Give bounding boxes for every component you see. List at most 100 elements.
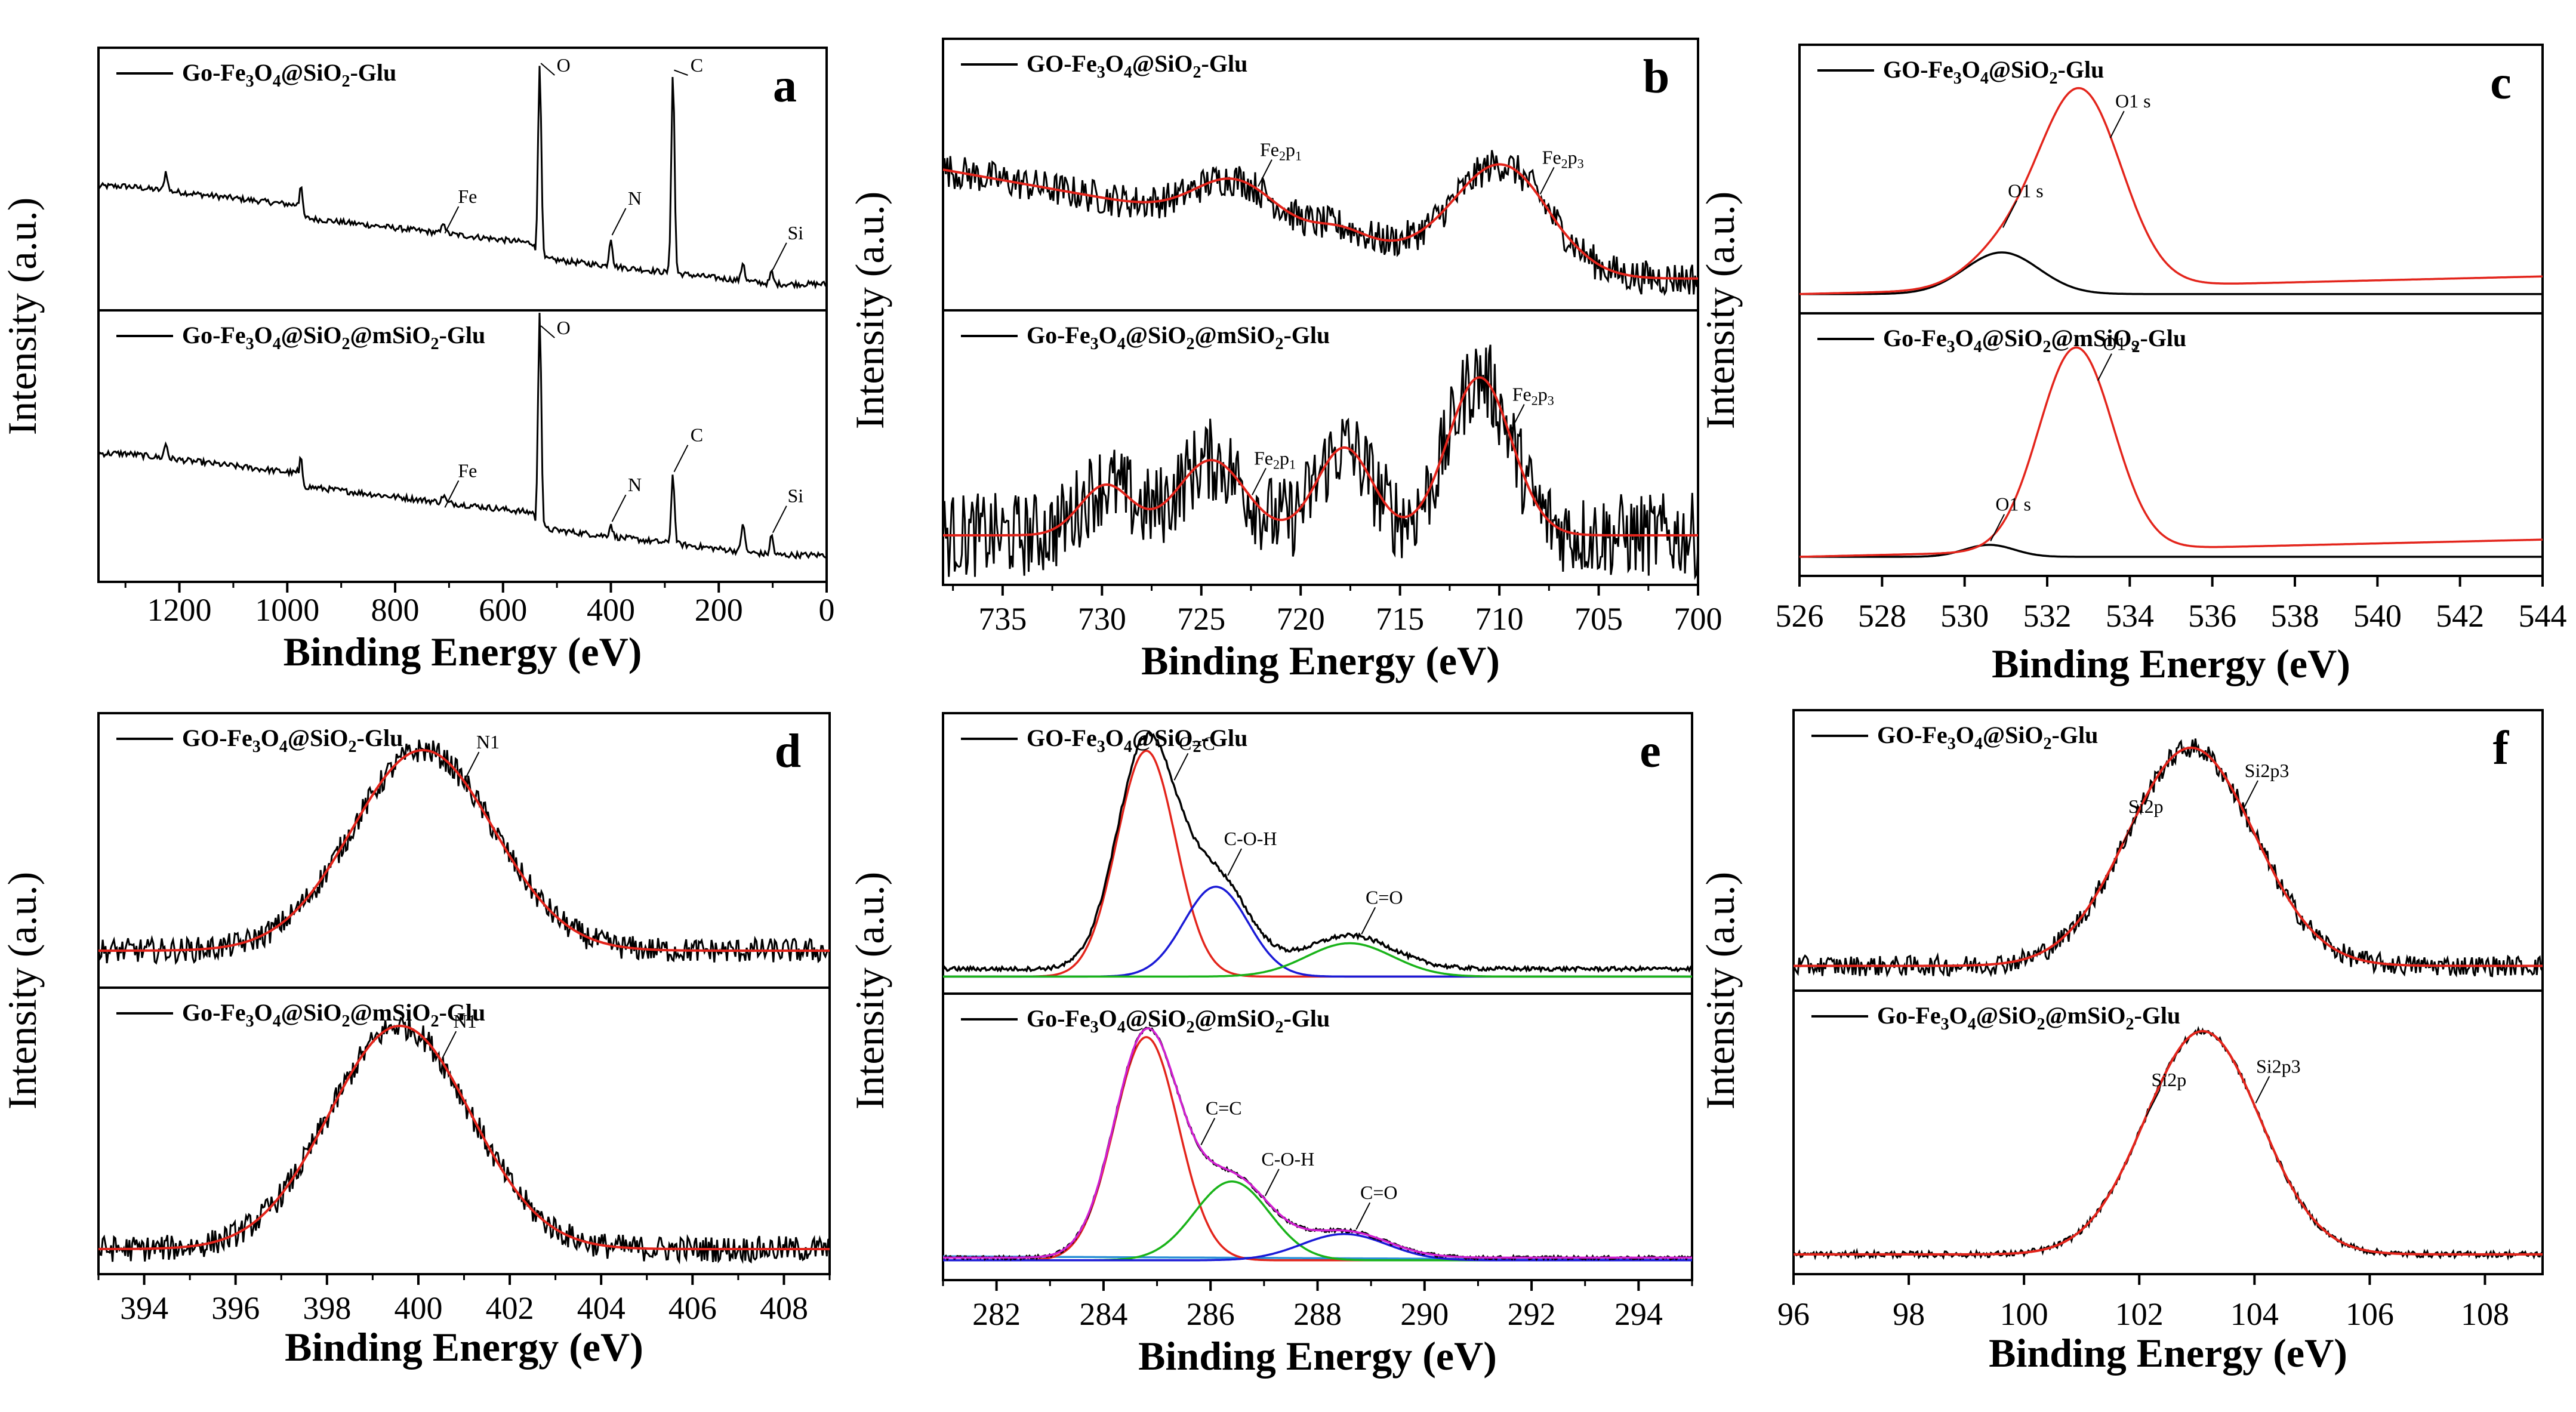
x-tick-label-a-2: 800 [371, 592, 420, 628]
annotation-a-0-0: O [557, 54, 571, 76]
x-tick-label-c-9: 544 [2519, 598, 2567, 634]
annotation-arrow-f-0-0 [2123, 816, 2137, 843]
annotation-a-0-4: Si [787, 222, 803, 243]
panel-letter-e: e [1640, 725, 1661, 778]
annotation-arrow-a-0-4 [773, 243, 787, 270]
panel-d-frame [98, 713, 830, 1274]
annotation-f-0-0: Si2p [2128, 796, 2164, 817]
x-tick-label-c-4: 534 [2106, 598, 2154, 634]
annotation-arrow-d-0-0 [466, 752, 479, 779]
annotation-arrow-a-0-0 [541, 63, 554, 75]
x-tick-label-a-4: 400 [587, 592, 635, 628]
x-axis-label-c: Binding Energy (eV) [1992, 641, 2350, 686]
x-tick-label-c-6: 538 [2271, 598, 2319, 634]
panel-letter-c: c [2490, 57, 2512, 109]
legend-f-1: Go-Fe3O4@SiO2@mSiO2-Glu [1877, 1002, 2180, 1034]
annotation-arrow-e-1-2 [1356, 1203, 1370, 1229]
annotation-a-1-1: C [691, 424, 703, 446]
panel-letter-a: a [773, 60, 797, 112]
component-c-0-0 [1799, 252, 2543, 294]
annotation-arrow-a-1-3 [445, 480, 458, 507]
y-axis-label-f: Intensity (a.u.) [1697, 872, 1743, 1109]
x-tick-label-c-5: 536 [2188, 598, 2236, 634]
x-tick-label-d-0: 394 [120, 1290, 168, 1326]
annotation-f-1-0: Si2p [2152, 1069, 2187, 1090]
annotation-c-1-1: O1 s [2103, 333, 2139, 354]
series-raw-f-1 [1794, 1029, 2543, 1257]
x-tick-label-b-6: 705 [1574, 601, 1623, 637]
legend-a-0: Go-Fe3O4@SiO2-Glu [182, 59, 396, 91]
annotation-e-1-0: C=C [1206, 1097, 1242, 1119]
panel-b: 735 730 725 720 715 710 705 700Binding Energy (… [847, 39, 1723, 683]
x-tick-label-b-0: 735 [978, 601, 1027, 637]
series-fit-d-1 [98, 1026, 830, 1249]
x-tick-label-f-4: 104 [2230, 1296, 2279, 1332]
panel-e: 282 284 286 288 290 292 294 Binding Energy (eV)… [847, 713, 1692, 1379]
x-tick-label-b-4: 715 [1376, 601, 1424, 637]
annotation-b-0-0: Fe2p1 [1260, 139, 1302, 164]
component-e-0-1 [943, 887, 1692, 977]
y-axis-label-c: Intensity (a.u.) [1697, 192, 1743, 429]
x-tick-label-f-5: 106 [2346, 1296, 2394, 1332]
x-tick-label-d-1: 396 [211, 1290, 260, 1326]
annotation-arrow-a-1-1 [674, 445, 688, 472]
series-fit-b-1 [943, 378, 1698, 536]
series-raw-d-1 [98, 1015, 830, 1262]
x-tick-label-d-7: 408 [760, 1290, 808, 1326]
x-tick-label-e-3: 288 [1293, 1296, 1342, 1332]
annotation-e-0-0: C=C [1179, 732, 1215, 754]
annotation-a-0-1: C [691, 54, 703, 76]
x-tick-label-e-4: 290 [1400, 1296, 1449, 1332]
series-raw-b-1 [943, 345, 1698, 577]
panel-e-frame [943, 713, 1692, 1280]
panel-c-frame [1799, 45, 2543, 576]
component-e-1-2 [943, 1182, 1692, 1260]
y-axis-label-e: Intensity (a.u.) [847, 872, 892, 1109]
annotation-d-0-0: N1 [476, 731, 500, 753]
component-c-1-1 [1799, 347, 2543, 557]
series-a-1 [98, 313, 827, 558]
y-axis-label-a: Intensity (a.u.) [0, 198, 45, 435]
annotation-a-1-2: N [628, 474, 642, 495]
legend-e-1: Go-Fe3O4@SiO2@mSiO2-Glu [1027, 1005, 1330, 1037]
x-tick-label-a-0: 1200 [147, 592, 212, 628]
annotation-b-0-1: Fe2p3 [1542, 146, 1584, 171]
component-e-1-4 [943, 1028, 1692, 1259]
x-tick-label-d-6: 406 [668, 1290, 717, 1326]
annotation-c-1-0: O1 s [1995, 494, 2031, 515]
x-tick-label-e-1: 284 [1079, 1296, 1127, 1332]
legend-b-1: Go-Fe3O4@SiO2@mSiO2-Glu [1027, 322, 1330, 353]
x-tick-label-b-7: 700 [1674, 601, 1723, 637]
annotation-arrow-a-1-4 [773, 506, 787, 533]
legend-c-1: Go-Fe3O4@SiO2@mSiO2-Glu [1883, 325, 2186, 356]
x-tick-label-b-3: 720 [1277, 601, 1325, 637]
x-axis-label-f: Binding Energy (eV) [1989, 1330, 2347, 1376]
annotation-f-1-1: Si2p3 [2256, 1055, 2301, 1077]
component-e-1-5 [943, 1028, 1692, 1257]
legend-a-1: Go-Fe3O4@SiO2@mSiO2-Glu [182, 322, 485, 353]
x-axis-label-a: Binding Energy (eV) [284, 629, 642, 674]
annotation-arrow-a-1-0 [541, 326, 554, 338]
annotation-f-0-1: Si2p3 [2245, 760, 2290, 781]
legend-c-0: GO-Fe3O4@SiO2-Glu [1883, 56, 2104, 88]
x-tick-label-c-2: 530 [1940, 598, 1989, 634]
annotation-c-0-1: O1 s [2115, 90, 2151, 112]
x-tick-label-f-0: 96 [1777, 1296, 1810, 1332]
panel-a: 1200 1000 800 600 400 200 0 Binding Energy (eV)… [0, 48, 835, 674]
annotation-arrow-f-1-0 [2146, 1090, 2160, 1117]
annotation-arrow-f-0-1 [2244, 781, 2258, 807]
panel-b-frame [943, 39, 1698, 585]
annotation-a-1-3: Fe [458, 460, 477, 481]
x-tick-label-f-3: 102 [2115, 1296, 2164, 1332]
x-tick-label-c-1: 528 [1858, 598, 1906, 634]
x-tick-label-c-0: 526 [1776, 598, 1824, 634]
x-tick-label-c-3: 532 [2023, 598, 2072, 634]
annotation-c-0-0: O1 s [2008, 180, 2044, 201]
annotation-b-1-0: Fe2p1 [1254, 447, 1296, 471]
y-axis-label-d: Intensity (a.u.) [0, 872, 45, 1109]
series-fit-d-0 [98, 750, 830, 951]
annotation-arrow-c-0-0 [2003, 201, 2017, 227]
legend-d-0: GO-Fe3O4@SiO2-Glu [182, 725, 403, 756]
panel-c: 526 528 530 532 534 536 538 540 542 544 Binding En… [1697, 45, 2567, 686]
annotation-arrow-a-0-1 [674, 70, 688, 76]
